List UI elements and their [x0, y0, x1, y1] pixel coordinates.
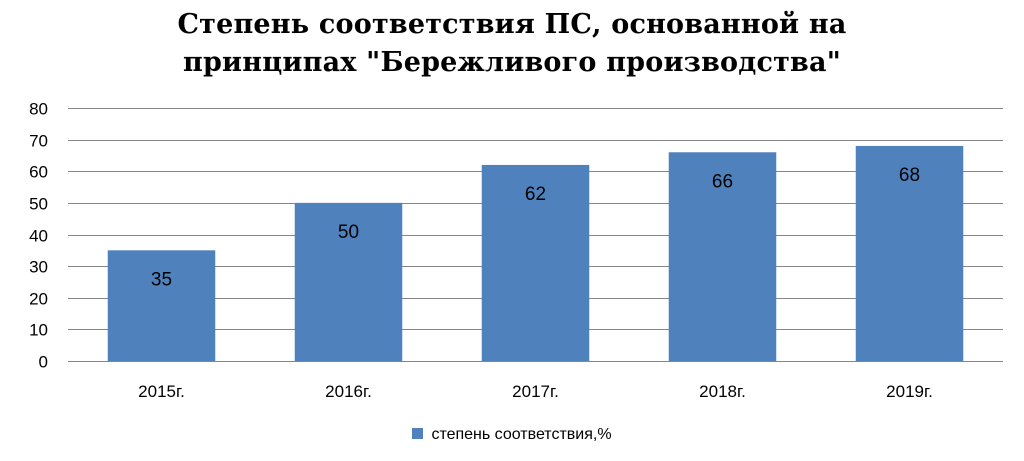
x-tick-label: 2015г.: [138, 382, 185, 401]
chart-title-line-1: Степень соответствия ПС, основанной на: [177, 9, 847, 40]
y-tick-label: 60: [29, 163, 48, 182]
y-tick-label: 20: [29, 290, 48, 309]
y-tick-label: 40: [29, 227, 48, 246]
y-tick-label: 0: [39, 353, 48, 372]
chart-title: Степень соответствия ПС, основанной на п…: [0, 6, 1024, 82]
legend-swatch: [412, 428, 424, 440]
data-label: 35: [151, 269, 172, 290]
bar: [481, 164, 590, 361]
legend-label: степень соответствия,%: [431, 426, 612, 443]
y-tick-label: 80: [29, 100, 48, 119]
y-tick-label: 70: [29, 132, 48, 151]
data-label: 68: [899, 165, 920, 186]
bar: [294, 202, 403, 361]
chart-title-line-2: принципах "Бережливого производства": [183, 47, 841, 78]
x-tick-label: 2016г.: [325, 382, 372, 401]
bar: [855, 145, 964, 361]
y-tick-label: 50: [29, 195, 48, 214]
bar: [668, 152, 777, 361]
data-label: 50: [338, 222, 359, 243]
data-label: 66: [712, 171, 733, 192]
bar: [107, 250, 216, 361]
x-tick-label: 2018г.: [699, 382, 746, 401]
x-tick-label: 2017г.: [512, 382, 559, 401]
x-tick-label: 2019г.: [886, 382, 933, 401]
legend: степень соответствия,%: [0, 425, 1024, 445]
y-tick-label: 30: [29, 258, 48, 277]
y-tick-label: 10: [29, 321, 48, 340]
data-label: 62: [525, 184, 546, 205]
